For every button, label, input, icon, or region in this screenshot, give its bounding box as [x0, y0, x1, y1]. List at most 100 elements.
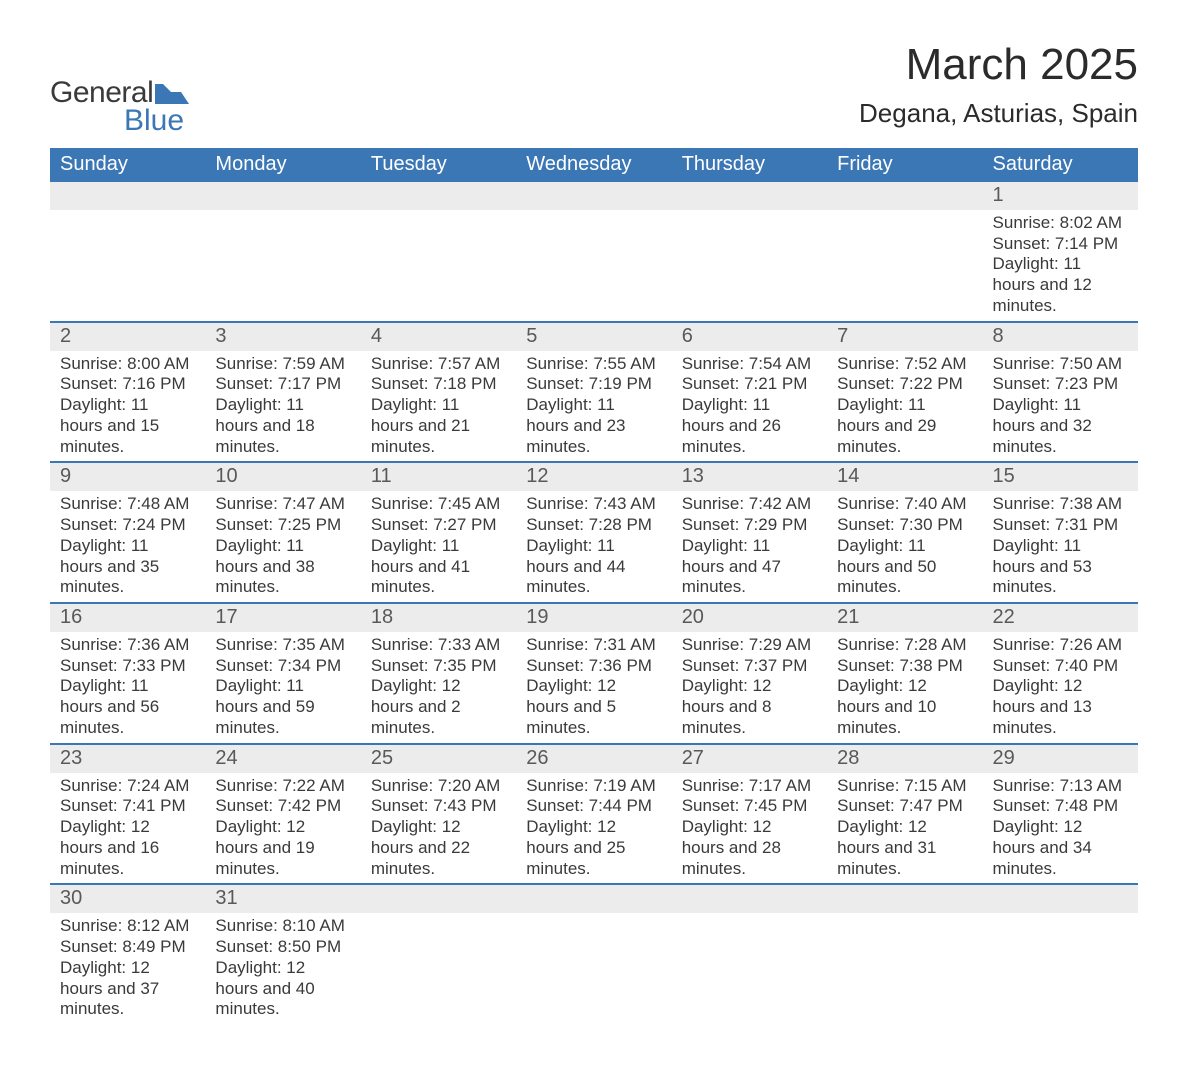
day-cell [361, 210, 516, 322]
sunset-line: Sunset: 7:21 PM [682, 374, 808, 393]
daylight-line: Daylight: 11 hours and 35 minutes. [60, 536, 159, 596]
sunrise-line: Sunrise: 7:22 AM [215, 776, 344, 795]
day-number: 24 [205, 744, 360, 773]
sunrise-line: Sunrise: 7:45 AM [371, 494, 500, 513]
day-number: 12 [516, 462, 671, 491]
sunrise-line: Sunrise: 7:38 AM [993, 494, 1122, 513]
day-cell: Sunrise: 7:35 AMSunset: 7:34 PMDaylight:… [205, 632, 360, 744]
week-number-row: 3031 [50, 884, 1138, 913]
day-number: 22 [983, 603, 1138, 632]
week-number-row: 1 [50, 182, 1138, 210]
daylight-line: Daylight: 12 hours and 34 minutes. [993, 817, 1092, 877]
day-cell: Sunrise: 7:19 AMSunset: 7:44 PMDaylight:… [516, 773, 671, 885]
sunset-line: Sunset: 7:35 PM [371, 656, 497, 675]
day-cell [516, 913, 671, 1024]
sunset-line: Sunset: 8:49 PM [60, 937, 186, 956]
logo-blue: Blue [124, 104, 189, 138]
sunset-line: Sunset: 7:29 PM [682, 515, 808, 534]
sunrise-line: Sunrise: 7:15 AM [837, 776, 966, 795]
day-header: Thursday [672, 148, 827, 182]
day-number: 30 [50, 884, 205, 913]
day-number: 16 [50, 603, 205, 632]
day-cell [983, 913, 1138, 1024]
sunset-line: Sunset: 7:43 PM [371, 796, 497, 815]
day-cell [827, 210, 982, 322]
sunrise-line: Sunrise: 7:42 AM [682, 494, 811, 513]
sunset-line: Sunset: 7:27 PM [371, 515, 497, 534]
sunrise-line: Sunrise: 7:59 AM [215, 354, 344, 373]
day-cell: Sunrise: 7:59 AMSunset: 7:17 PMDaylight:… [205, 351, 360, 463]
sunrise-line: Sunrise: 7:40 AM [837, 494, 966, 513]
day-cell: Sunrise: 7:48 AMSunset: 7:24 PMDaylight:… [50, 491, 205, 603]
week-data-row: Sunrise: 7:36 AM Sunset: 7:33 PM Daylight:… [50, 632, 1138, 744]
day-header-row: SundayMondayTuesdayWednesdayThursdayFrid… [50, 148, 1138, 182]
location: Degana, Asturias, Spain [859, 98, 1138, 129]
day-number: 23 [50, 744, 205, 773]
day-cell: Sunrise: 7:47 AMSunset: 7:25 PMDaylight:… [205, 491, 360, 603]
day-cell: Sunrise: 7:29 AMSunset: 7:37 PMDaylight:… [672, 632, 827, 744]
daylight-line: Daylight: 11 hours and 53 minutes. [993, 536, 1092, 596]
day-cell: Sunrise: 7:31 AMSunset: 7:36 PMDaylight:… [516, 632, 671, 744]
daylight-line: Daylight: 11 hours and 21 minutes. [371, 395, 470, 455]
day-number: 5 [516, 322, 671, 351]
sunset-line: Sunset: 7:16 PM [60, 374, 186, 393]
sunrise-line: Sunrise: 7:43 AM [526, 494, 655, 513]
sunrise-line: Sunrise: 7:36 AM [60, 635, 189, 654]
daylight-line: Daylight: 12 hours and 8 minutes. [682, 676, 772, 736]
month-title: March 2025 [859, 40, 1138, 90]
week-data-row: Sunrise: 8:02 AMSunset: 7:14 PMDaylight:… [50, 210, 1138, 322]
day-number: 13 [672, 462, 827, 491]
sunrise-line: Sunrise: 8:12 AM [60, 916, 189, 935]
day-number: 20 [672, 603, 827, 632]
daylight-line: Daylight: 12 hours and 40 minutes. [215, 958, 314, 1018]
daylight-line: Daylight: 11 hours and 29 minutes. [837, 395, 936, 455]
day-header: Friday [827, 148, 982, 182]
day-number: 3 [205, 322, 360, 351]
day-number: 10 [205, 462, 360, 491]
sunset-line: Sunset: 7:33 PM [60, 656, 186, 675]
day-header: Saturday [983, 148, 1138, 182]
week-number-row: 9101112131415 [50, 462, 1138, 491]
sunrise-line: Sunrise: 7:20 AM [371, 776, 500, 795]
sunset-line: Sunset: 7:34 PM [215, 656, 341, 675]
week-number-row: 16171819202122 [50, 603, 1138, 632]
day-cell: Sunrise: 7:22 AMSunset: 7:42 PMDaylight:… [205, 773, 360, 885]
day-cell: Sunrise: 7:26 AMSunset: 7:40 PMDaylight:… [983, 632, 1138, 744]
day-number: 18 [361, 603, 516, 632]
week-number-row: 23242526272829 [50, 744, 1138, 773]
daylight-line: Daylight: 12 hours and 19 minutes. [215, 817, 314, 877]
day-number: 7 [827, 322, 982, 351]
day-number: 17 [205, 603, 360, 632]
day-cell [827, 913, 982, 1024]
sunrise-line: Sunrise: 7:13 AM [993, 776, 1122, 795]
sunrise-line: Sunrise: 7:55 AM [526, 354, 655, 373]
sunrise-line: Sunrise: 7:33 AM [371, 635, 500, 654]
sunrise-line: Sunrise: 7:17 AM [682, 776, 811, 795]
sunrise-line: Sunrise: 7:54 AM [682, 354, 811, 373]
day-cell: Sunrise: 7:28 AMSunset: 7:38 PMDaylight:… [827, 632, 982, 744]
day-number [827, 182, 982, 210]
daylight-line: Daylight: 12 hours and 37 minutes. [60, 958, 159, 1018]
sunrise-line: Sunrise: 7:28 AM [837, 635, 966, 654]
day-cell: Sunrise: 7:55 AMSunset: 7:19 PMDaylight:… [516, 351, 671, 463]
sunrise-line: Sunrise: 7:24 AM [60, 776, 189, 795]
sunrise-line: Sunrise: 7:31 AM [526, 635, 655, 654]
sunrise-line: Sunrise: 7:29 AM [682, 635, 811, 654]
sunrise-line: Sunrise: 7:48 AM [60, 494, 189, 513]
calendar-table: SundayMondayTuesdayWednesdayThursdayFrid… [50, 148, 1138, 1024]
day-header: Wednesday [516, 148, 671, 182]
day-number [827, 884, 982, 913]
daylight-line: Daylight: 11 hours and 59 minutes. [215, 676, 314, 736]
day-number: 29 [983, 744, 1138, 773]
daylight-line: Daylight: 12 hours and 22 minutes. [371, 817, 470, 877]
title-block: March 2025 Degana, Asturias, Spain [859, 40, 1138, 129]
day-number [50, 182, 205, 210]
day-cell: Sunrise: 7:57 AMSunset: 7:18 PMDaylight:… [361, 351, 516, 463]
day-cell: Sunrise: 7:42 AMSunset: 7:29 PMDaylight:… [672, 491, 827, 603]
sunset-line: Sunset: 7:47 PM [837, 796, 963, 815]
day-number: 8 [983, 322, 1138, 351]
day-number: 21 [827, 603, 982, 632]
week-data-row: Sunrise: 8:12 AM Sunset: 8:49 PM Daylight:… [50, 913, 1138, 1024]
sunset-line: Sunset: 7:17 PM [215, 374, 341, 393]
sunset-line: Sunset: 7:40 PM [993, 656, 1119, 675]
